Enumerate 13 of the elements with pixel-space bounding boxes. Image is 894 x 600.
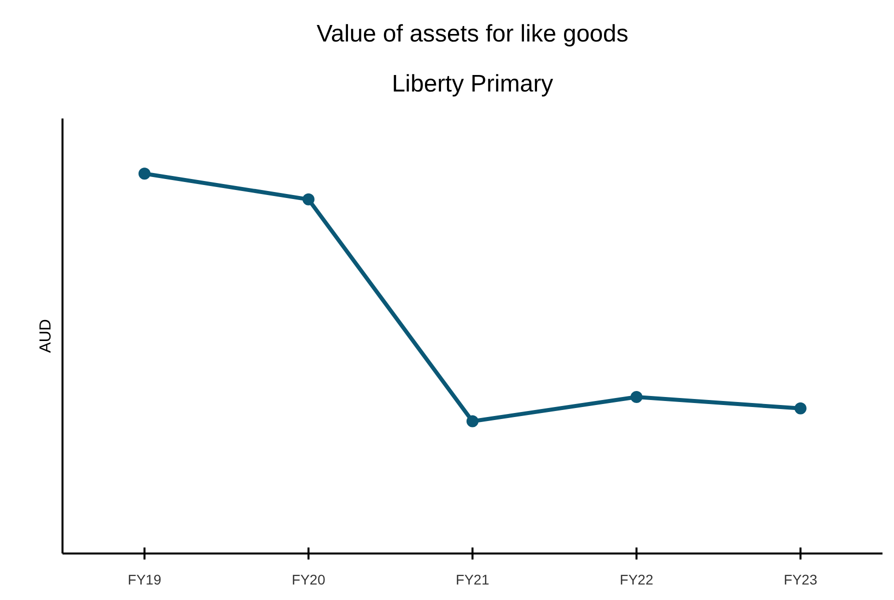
x-tick-label: FY19 (128, 572, 162, 588)
point (302, 193, 314, 206)
point (794, 402, 806, 414)
chart-title: Value of assets for like goods (316, 20, 628, 48)
x-tick-label: FY23 (784, 572, 818, 588)
x-tick-label: FY21 (456, 572, 490, 588)
point (466, 415, 478, 428)
point (138, 168, 150, 180)
point (630, 390, 642, 403)
x-tick-label: FY22 (620, 572, 654, 588)
chart-subtitle: Liberty Primary (392, 70, 554, 98)
x-tick-label: FY20 (292, 572, 326, 588)
y-axis-title: AUD (38, 319, 54, 353)
